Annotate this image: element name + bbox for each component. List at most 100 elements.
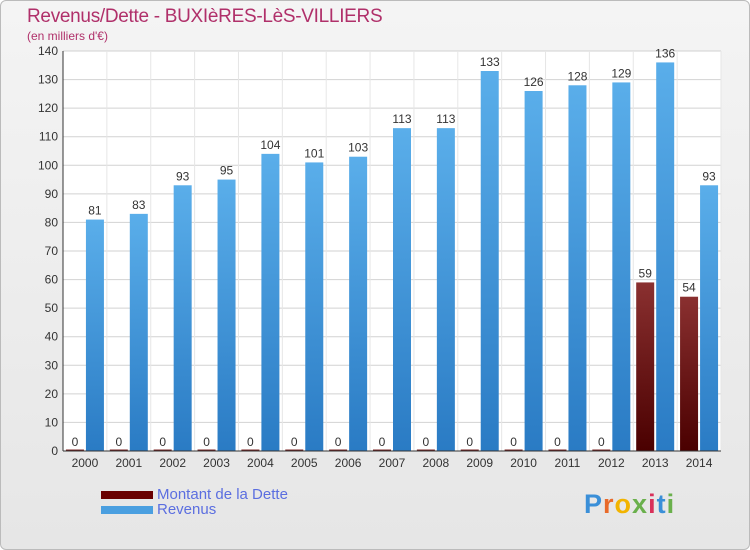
data-label-revenus-2005: 101 — [304, 146, 324, 160]
data-label-revenus-2011: 128 — [567, 69, 587, 83]
bar-revenus-2012 — [612, 82, 631, 451]
bar-revenus-2004 — [261, 153, 280, 451]
logo-letter: x — [632, 489, 649, 519]
legend-label-dette: Montant de la Dette — [157, 486, 288, 503]
bar-dette-2002 — [153, 449, 172, 451]
y-tick-label: 60 — [45, 273, 59, 287]
logo-letter: i — [648, 489, 657, 519]
bar-dette-2003 — [197, 449, 216, 451]
y-tick-label: 110 — [39, 130, 58, 144]
x-tick-label-2001: 2001 — [115, 456, 142, 470]
data-label-dette-2001: 0 — [115, 435, 122, 449]
bar-dette-2014 — [680, 296, 699, 451]
y-tick-label: 70 — [45, 244, 59, 258]
x-tick-label-2006: 2006 — [335, 456, 362, 470]
bar-dette-2007 — [373, 449, 391, 451]
bar-dette-2004 — [241, 449, 260, 451]
y-tick-label: 10 — [45, 415, 59, 429]
legend-label-revenus: Revenus — [157, 501, 217, 518]
data-label-revenus-2012: 129 — [611, 66, 631, 80]
logo-letter: P — [584, 489, 604, 519]
x-tick-label-2014: 2014 — [686, 456, 713, 470]
proxiti-logo: Proxiti — [584, 489, 675, 520]
data-label-dette-2008: 0 — [423, 435, 430, 449]
bar-dette-2000 — [65, 449, 84, 451]
x-tick-label-2013: 2013 — [642, 456, 669, 470]
y-tick-label: 40 — [45, 330, 59, 344]
data-label-revenus-2002: 93 — [176, 169, 190, 183]
data-label-revenus-2014: 93 — [702, 169, 716, 183]
bar-revenus-2010 — [524, 91, 543, 451]
y-tick-label: 50 — [45, 301, 59, 315]
bar-dette-2005 — [285, 449, 304, 451]
legend-swatch-revenus — [101, 506, 153, 514]
x-tick-label-2007: 2007 — [379, 456, 406, 470]
bar-dette-2006 — [329, 449, 348, 451]
data-label-dette-2007: 0 — [379, 435, 386, 449]
y-tick-label: 90 — [45, 187, 59, 201]
bar-revenus-2013 — [656, 62, 675, 452]
x-tick-label-2000: 2000 — [72, 456, 99, 470]
data-label-revenus-2004: 104 — [260, 138, 280, 152]
bar-revenus-2009 — [480, 71, 499, 451]
legend-swatch-dette — [101, 491, 153, 499]
x-tick-label-2005: 2005 — [291, 456, 318, 470]
bar-dette-2011 — [548, 449, 567, 451]
data-label-dette-2010: 0 — [510, 435, 517, 449]
bar-dette-2012 — [592, 449, 611, 451]
y-tick-label: 20 — [45, 387, 59, 401]
data-label-revenus-2007: 113 — [392, 112, 411, 126]
data-label-revenus-2013: 136 — [655, 46, 675, 60]
bar-revenus-2014 — [700, 185, 719, 452]
data-label-revenus-2010: 126 — [524, 75, 544, 89]
data-label-revenus-2001: 83 — [132, 198, 146, 212]
data-label-dette-2005: 0 — [291, 435, 298, 449]
bar-dette-2010 — [504, 449, 523, 451]
data-label-dette-2012: 0 — [598, 435, 605, 449]
y-tick-label: 80 — [45, 215, 59, 229]
data-label-dette-2013: 59 — [639, 266, 653, 280]
bar-revenus-2002 — [173, 185, 192, 452]
bar-revenus-2007 — [393, 128, 411, 451]
x-tick-label-2003: 2003 — [203, 456, 230, 470]
logo-letter: i — [666, 489, 676, 519]
data-label-dette-2009: 0 — [466, 435, 473, 449]
bar-dette-2001 — [109, 449, 128, 451]
x-tick-label-2012: 2012 — [598, 456, 625, 470]
data-label-dette-2002: 0 — [159, 435, 166, 449]
data-label-dette-2011: 0 — [554, 435, 561, 449]
data-label-revenus-2000: 81 — [88, 204, 102, 218]
x-tick-label-2011: 2011 — [555, 456, 581, 470]
data-label-dette-2000: 0 — [72, 435, 79, 449]
data-label-revenus-2009: 133 — [480, 55, 500, 69]
logo-letter: o — [614, 489, 633, 519]
y-tick-label: 100 — [38, 158, 58, 172]
bar-revenus-2011 — [568, 85, 587, 452]
x-tick-label-2004: 2004 — [247, 456, 274, 470]
y-tick-label: 130 — [38, 73, 58, 87]
bar-revenus-2006 — [349, 156, 368, 451]
y-tick-label: 120 — [38, 101, 58, 115]
data-label-revenus-2008: 113 — [436, 112, 455, 126]
x-tick-label-2009: 2009 — [466, 456, 493, 470]
bar-dette-2013 — [636, 282, 655, 451]
bar-dette-2009 — [460, 449, 479, 451]
bar-revenus-2001 — [129, 213, 148, 451]
logo-letter: t — [656, 489, 667, 519]
data-label-revenus-2003: 95 — [220, 164, 234, 178]
bar-revenus-2003 — [217, 179, 236, 452]
x-tick-label-2008: 2008 — [423, 456, 450, 470]
data-label-dette-2004: 0 — [247, 435, 254, 449]
data-label-revenus-2006: 103 — [348, 141, 368, 155]
chart-subtitle: (en milliers d'€) — [27, 29, 108, 43]
x-tick-label-2010: 2010 — [510, 456, 537, 470]
data-label-dette-2003: 0 — [203, 435, 210, 449]
bar-revenus-2000 — [85, 219, 104, 451]
data-label-dette-2006: 0 — [335, 435, 342, 449]
logo-letter: r — [603, 489, 615, 519]
y-tick-label: 30 — [45, 358, 59, 372]
data-label-dette-2014: 54 — [682, 281, 696, 295]
chart-title: Revenus/Dette - BUXIèRES-LèS-VILLIERS — [27, 6, 383, 27]
